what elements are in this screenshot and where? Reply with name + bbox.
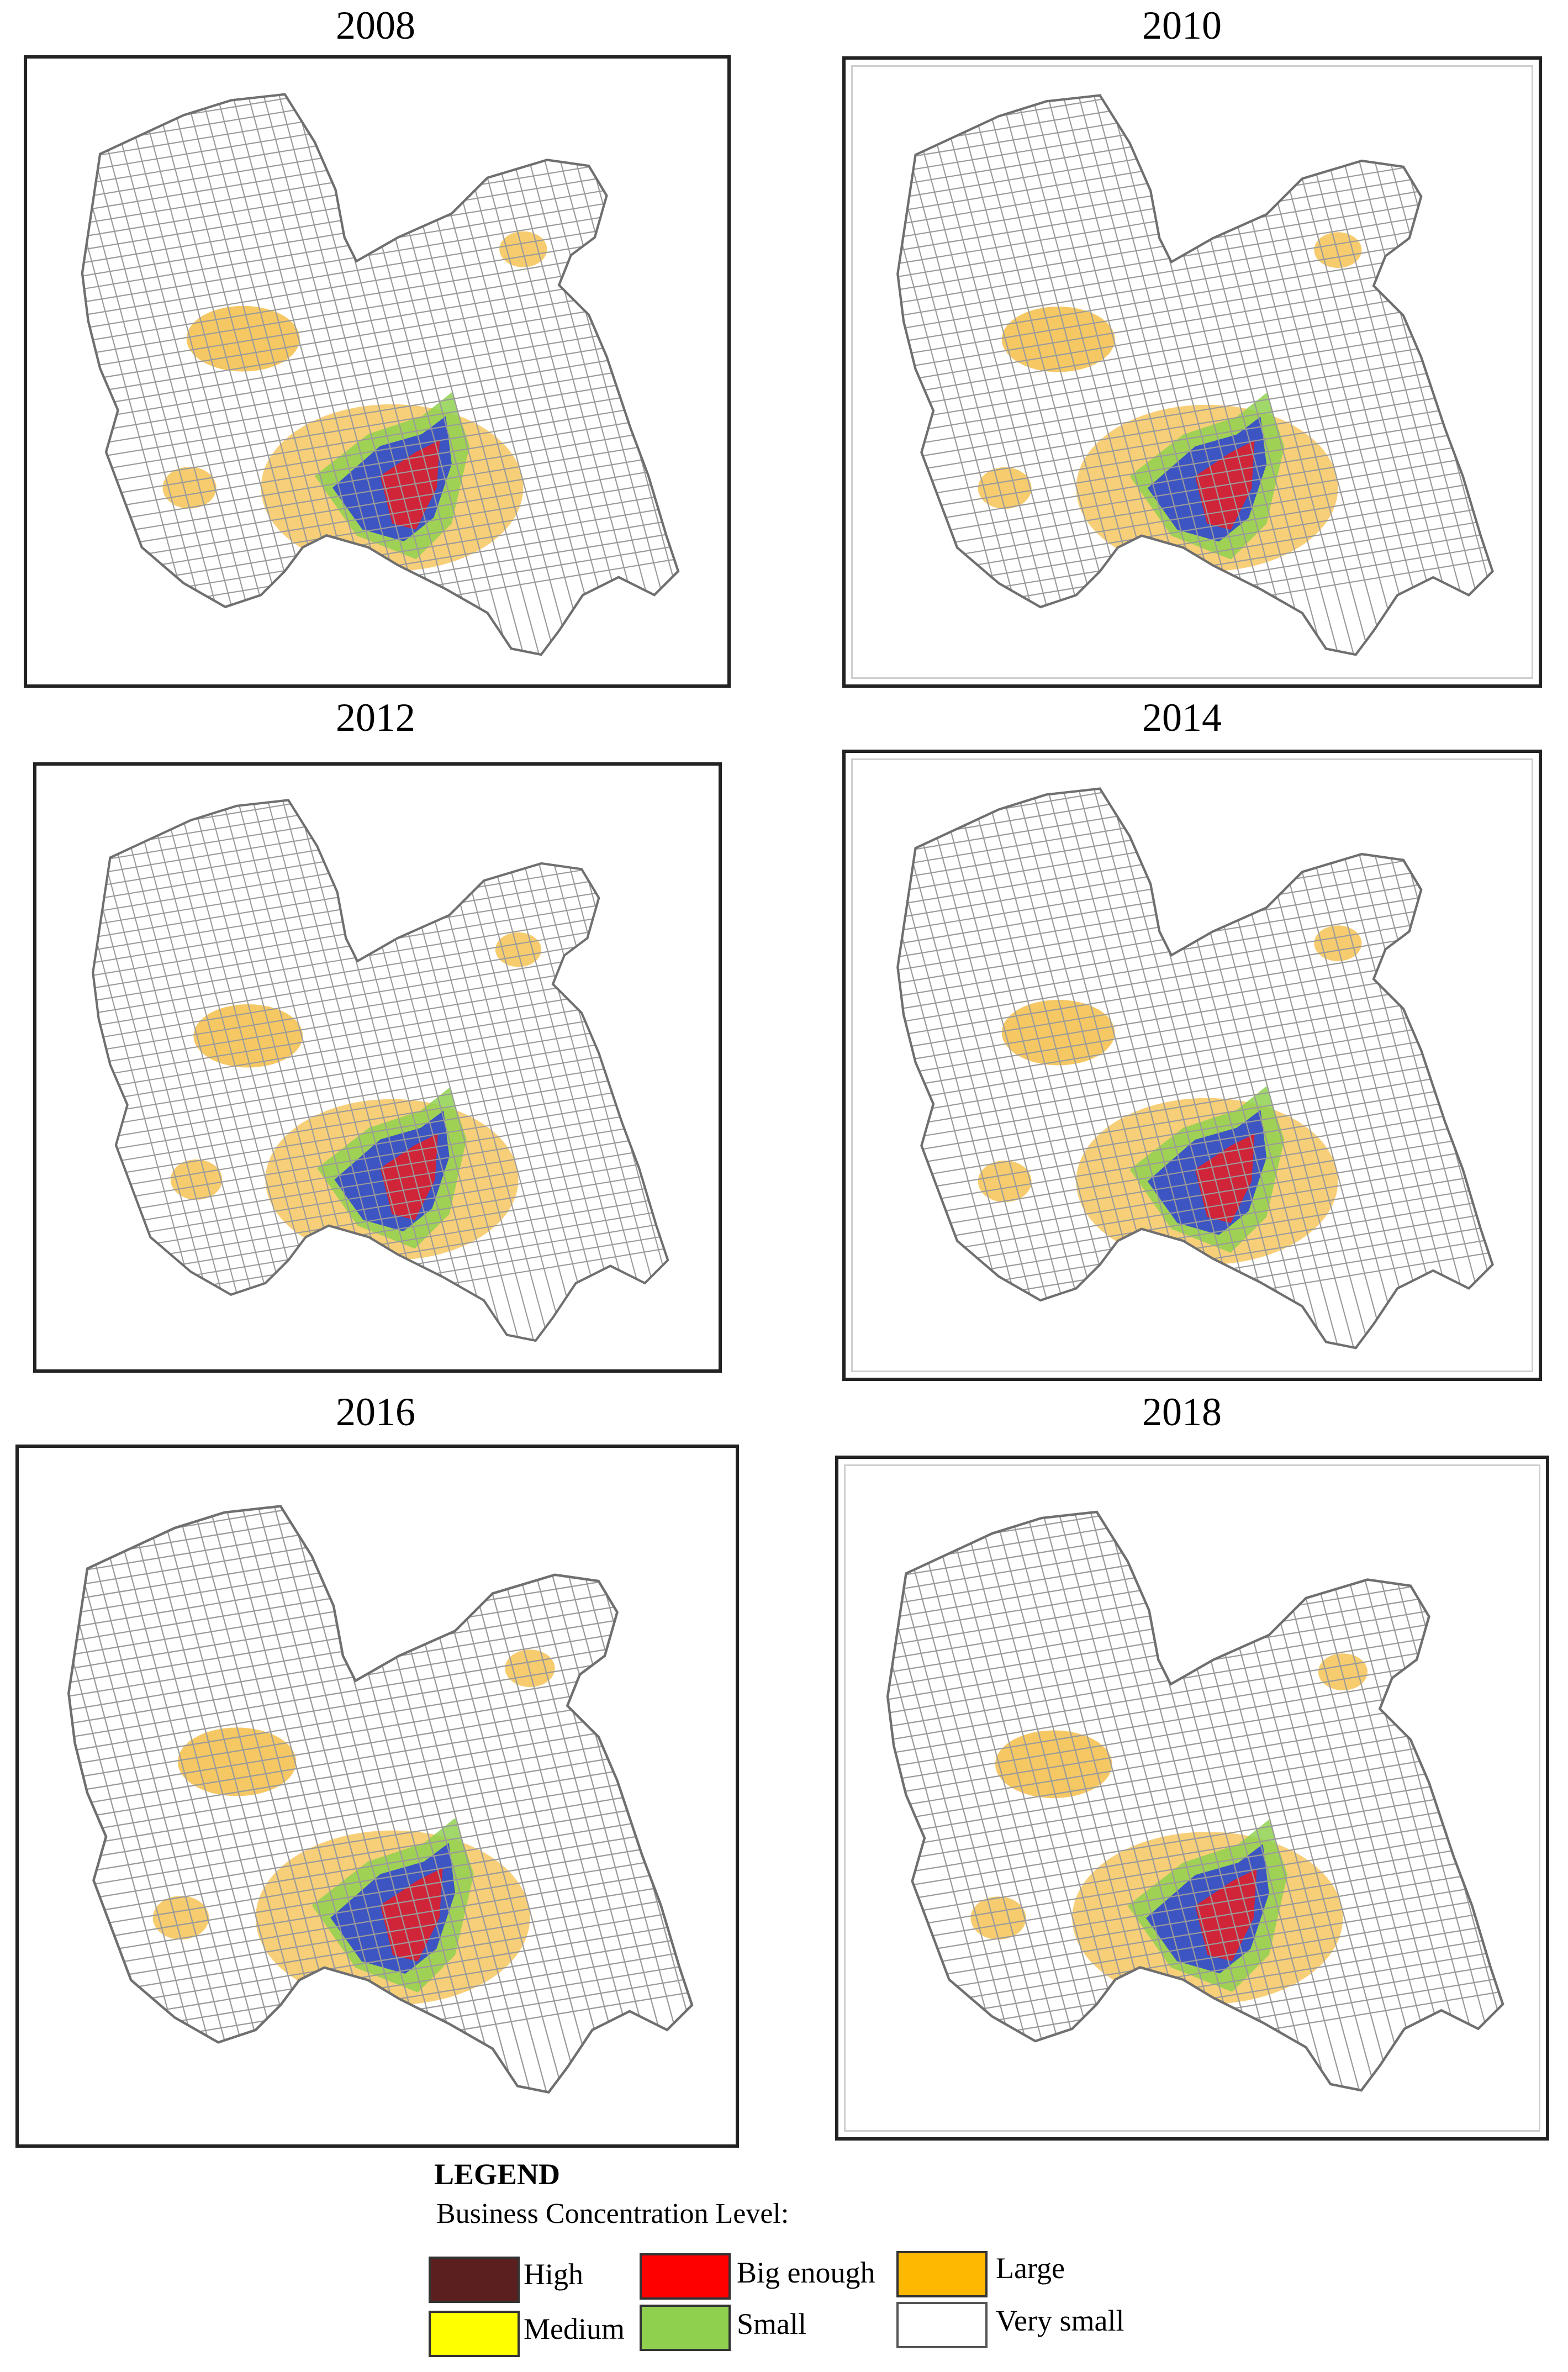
city-boundary [92, 799, 669, 1342]
legend-label-very-small: Very small [996, 2304, 1124, 2337]
legend-swatch-very-small [896, 2302, 988, 2348]
legend-swatch-small [640, 2305, 731, 2351]
city-boundary [896, 94, 1494, 656]
panel-title-2018: 2018 [1142, 1390, 1222, 1434]
city-boundary [81, 93, 680, 656]
map-panel-2010 [842, 56, 1542, 688]
panel-title-2008: 2008 [336, 3, 415, 48]
legend-swatch-medium [429, 2311, 520, 2357]
street-grid [82, 94, 678, 655]
city-boundary [67, 1505, 694, 2094]
panel-title-2014: 2014 [1142, 695, 1222, 740]
map-panel-2008 [24, 55, 731, 688]
legend-title: LEGEND [434, 2158, 561, 2191]
legend-swatch-large [896, 2251, 988, 2297]
street-map-4 [896, 787, 1494, 1350]
map-panel-2018 [835, 1456, 1549, 2141]
street-grid [93, 800, 668, 1341]
street-map-3 [92, 799, 669, 1342]
street-grid [888, 1512, 1503, 2091]
panel-title-2016: 2016 [336, 1390, 415, 1434]
street-map-1 [81, 93, 680, 656]
street-map-2 [896, 94, 1494, 656]
legend-label-high: High [524, 2258, 583, 2291]
map-panel-2012 [33, 762, 722, 1373]
legend-swatch-big-enough [640, 2253, 731, 2300]
city-boundary [896, 787, 1494, 1350]
street-map-6 [886, 1510, 1504, 2092]
legend-label-medium: Medium [524, 2312, 625, 2345]
map-panel-2016 [15, 1445, 739, 2148]
panel-title-2010: 2010 [1142, 3, 1222, 48]
map-panel-2014 [842, 750, 1542, 1381]
legend-label-small: Small [737, 2307, 807, 2341]
legend-swatch-high [429, 2257, 520, 2303]
street-map-5 [67, 1505, 694, 2094]
legend-subtitle: Business Concentration Level: [436, 2198, 789, 2229]
panel-title-2012: 2012 [336, 695, 415, 740]
street-grid [897, 95, 1493, 655]
legend-label-large: Large [996, 2252, 1065, 2285]
street-grid [897, 788, 1493, 1348]
legend-label-big-enough: Big enough [737, 2256, 875, 2289]
city-boundary [886, 1510, 1504, 2092]
